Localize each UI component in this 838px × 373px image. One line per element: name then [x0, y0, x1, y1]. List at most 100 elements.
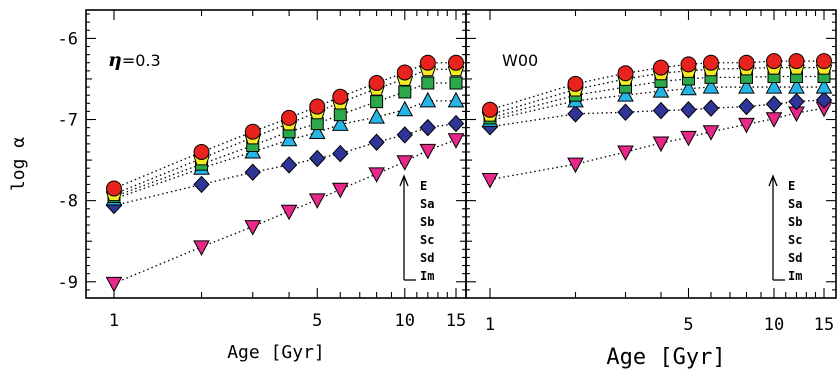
- series-line-sc: [489, 86, 824, 121]
- point-e: [652, 59, 669, 76]
- point-sc: [680, 79, 697, 96]
- legend-entry-sc: Sc: [420, 233, 434, 247]
- point-sc: [617, 86, 634, 102]
- point-sd: [788, 92, 805, 111]
- x-tick-label: 15: [446, 311, 466, 331]
- point-im: [617, 145, 634, 162]
- point-sd: [765, 95, 783, 113]
- point-e: [617, 65, 634, 82]
- y-tick-label: -9: [58, 273, 78, 293]
- legend-entry-sd: Sd: [420, 251, 434, 265]
- series-line-sd: [113, 122, 457, 207]
- point-im: [738, 117, 755, 134]
- series-line-sc: [113, 100, 456, 200]
- point-im: [105, 276, 123, 293]
- y-tick-label: -6: [58, 29, 78, 49]
- point-e: [332, 88, 349, 105]
- point-sd: [567, 105, 584, 123]
- point-e: [106, 180, 122, 197]
- point-sd: [396, 126, 413, 144]
- point-e: [419, 54, 436, 71]
- point-im: [702, 125, 720, 141]
- point-e: [368, 75, 385, 92]
- legend-arrow-head: [768, 174, 778, 187]
- legend-entry-im: Im: [420, 269, 434, 283]
- point-sd: [193, 175, 210, 194]
- legend-entry-e: E: [788, 179, 795, 193]
- point-im: [652, 136, 670, 153]
- point-sb: [310, 117, 324, 131]
- point-sd: [309, 149, 326, 168]
- point-e: [309, 98, 326, 115]
- legend-arrow-head: [399, 174, 409, 187]
- point-im: [368, 167, 385, 183]
- legend-entry-sa: Sa: [420, 197, 434, 211]
- series-line-e: [113, 62, 456, 190]
- legend-entry-sa: Sa: [788, 197, 802, 211]
- point-e: [702, 54, 719, 71]
- point-sc: [652, 82, 670, 98]
- point-im: [680, 130, 697, 147]
- point-sc: [396, 100, 414, 117]
- point-sb: [398, 85, 412, 99]
- legend-entry-sc: Sc: [788, 233, 802, 247]
- legend: E Sa Sb Sc Sd Im: [768, 174, 802, 283]
- point-sd: [419, 118, 437, 137]
- x-axis-title-left: Age [Gyr]: [227, 342, 325, 363]
- legend-entry-sb: Sb: [788, 215, 802, 229]
- point-sb: [333, 108, 347, 122]
- x-tick-label: 1: [485, 315, 495, 335]
- point-im: [765, 112, 783, 128]
- point-sd: [652, 101, 670, 120]
- point-im: [567, 157, 584, 174]
- y-tick-label: -8: [58, 192, 78, 212]
- point-sd: [244, 163, 261, 181]
- x-tick-label: 15: [814, 315, 834, 335]
- y-tick-label: -7: [58, 111, 78, 131]
- point-sd: [702, 99, 720, 117]
- point-sb: [421, 76, 435, 90]
- series-line-im: [489, 107, 825, 181]
- point-sc: [280, 130, 298, 147]
- point-e: [567, 75, 584, 92]
- legend-entry-sb: Sb: [420, 215, 434, 229]
- point-e: [738, 54, 755, 71]
- legend-entry-e: E: [420, 179, 427, 193]
- point-sc: [447, 91, 465, 108]
- legend-entry-sd: Sd: [788, 251, 802, 265]
- x-tick-label: 10: [764, 315, 784, 335]
- panel-label: W00: [502, 51, 538, 70]
- x-tick-label: 1: [109, 311, 119, 331]
- point-e: [396, 64, 413, 81]
- point-im: [308, 193, 326, 209]
- point-sd: [368, 133, 385, 151]
- x-tick-label: 10: [395, 311, 415, 331]
- point-sd: [738, 97, 755, 116]
- legend-entry-im: Im: [788, 269, 802, 283]
- point-sb: [370, 95, 384, 109]
- point-e: [193, 143, 210, 160]
- point-sd: [617, 103, 634, 121]
- point-e: [680, 56, 697, 73]
- x-tick-label: 5: [683, 315, 693, 335]
- series-line-sb: [489, 75, 824, 119]
- point-sc: [788, 78, 805, 94]
- point-sc: [738, 78, 755, 94]
- point-sc: [308, 123, 326, 140]
- point-e: [788, 53, 805, 70]
- point-im: [331, 182, 349, 199]
- point-im: [447, 133, 465, 149]
- point-sc: [368, 108, 385, 124]
- point-sd: [332, 144, 349, 163]
- point-sc: [419, 91, 437, 108]
- point-e: [816, 53, 832, 70]
- point-e: [281, 109, 298, 126]
- point-im: [193, 240, 210, 256]
- point-sc: [815, 78, 833, 94]
- point-sb: [449, 76, 463, 90]
- legend: E Sa Sb Sc Sd Im: [399, 174, 434, 283]
- point-im: [396, 155, 414, 171]
